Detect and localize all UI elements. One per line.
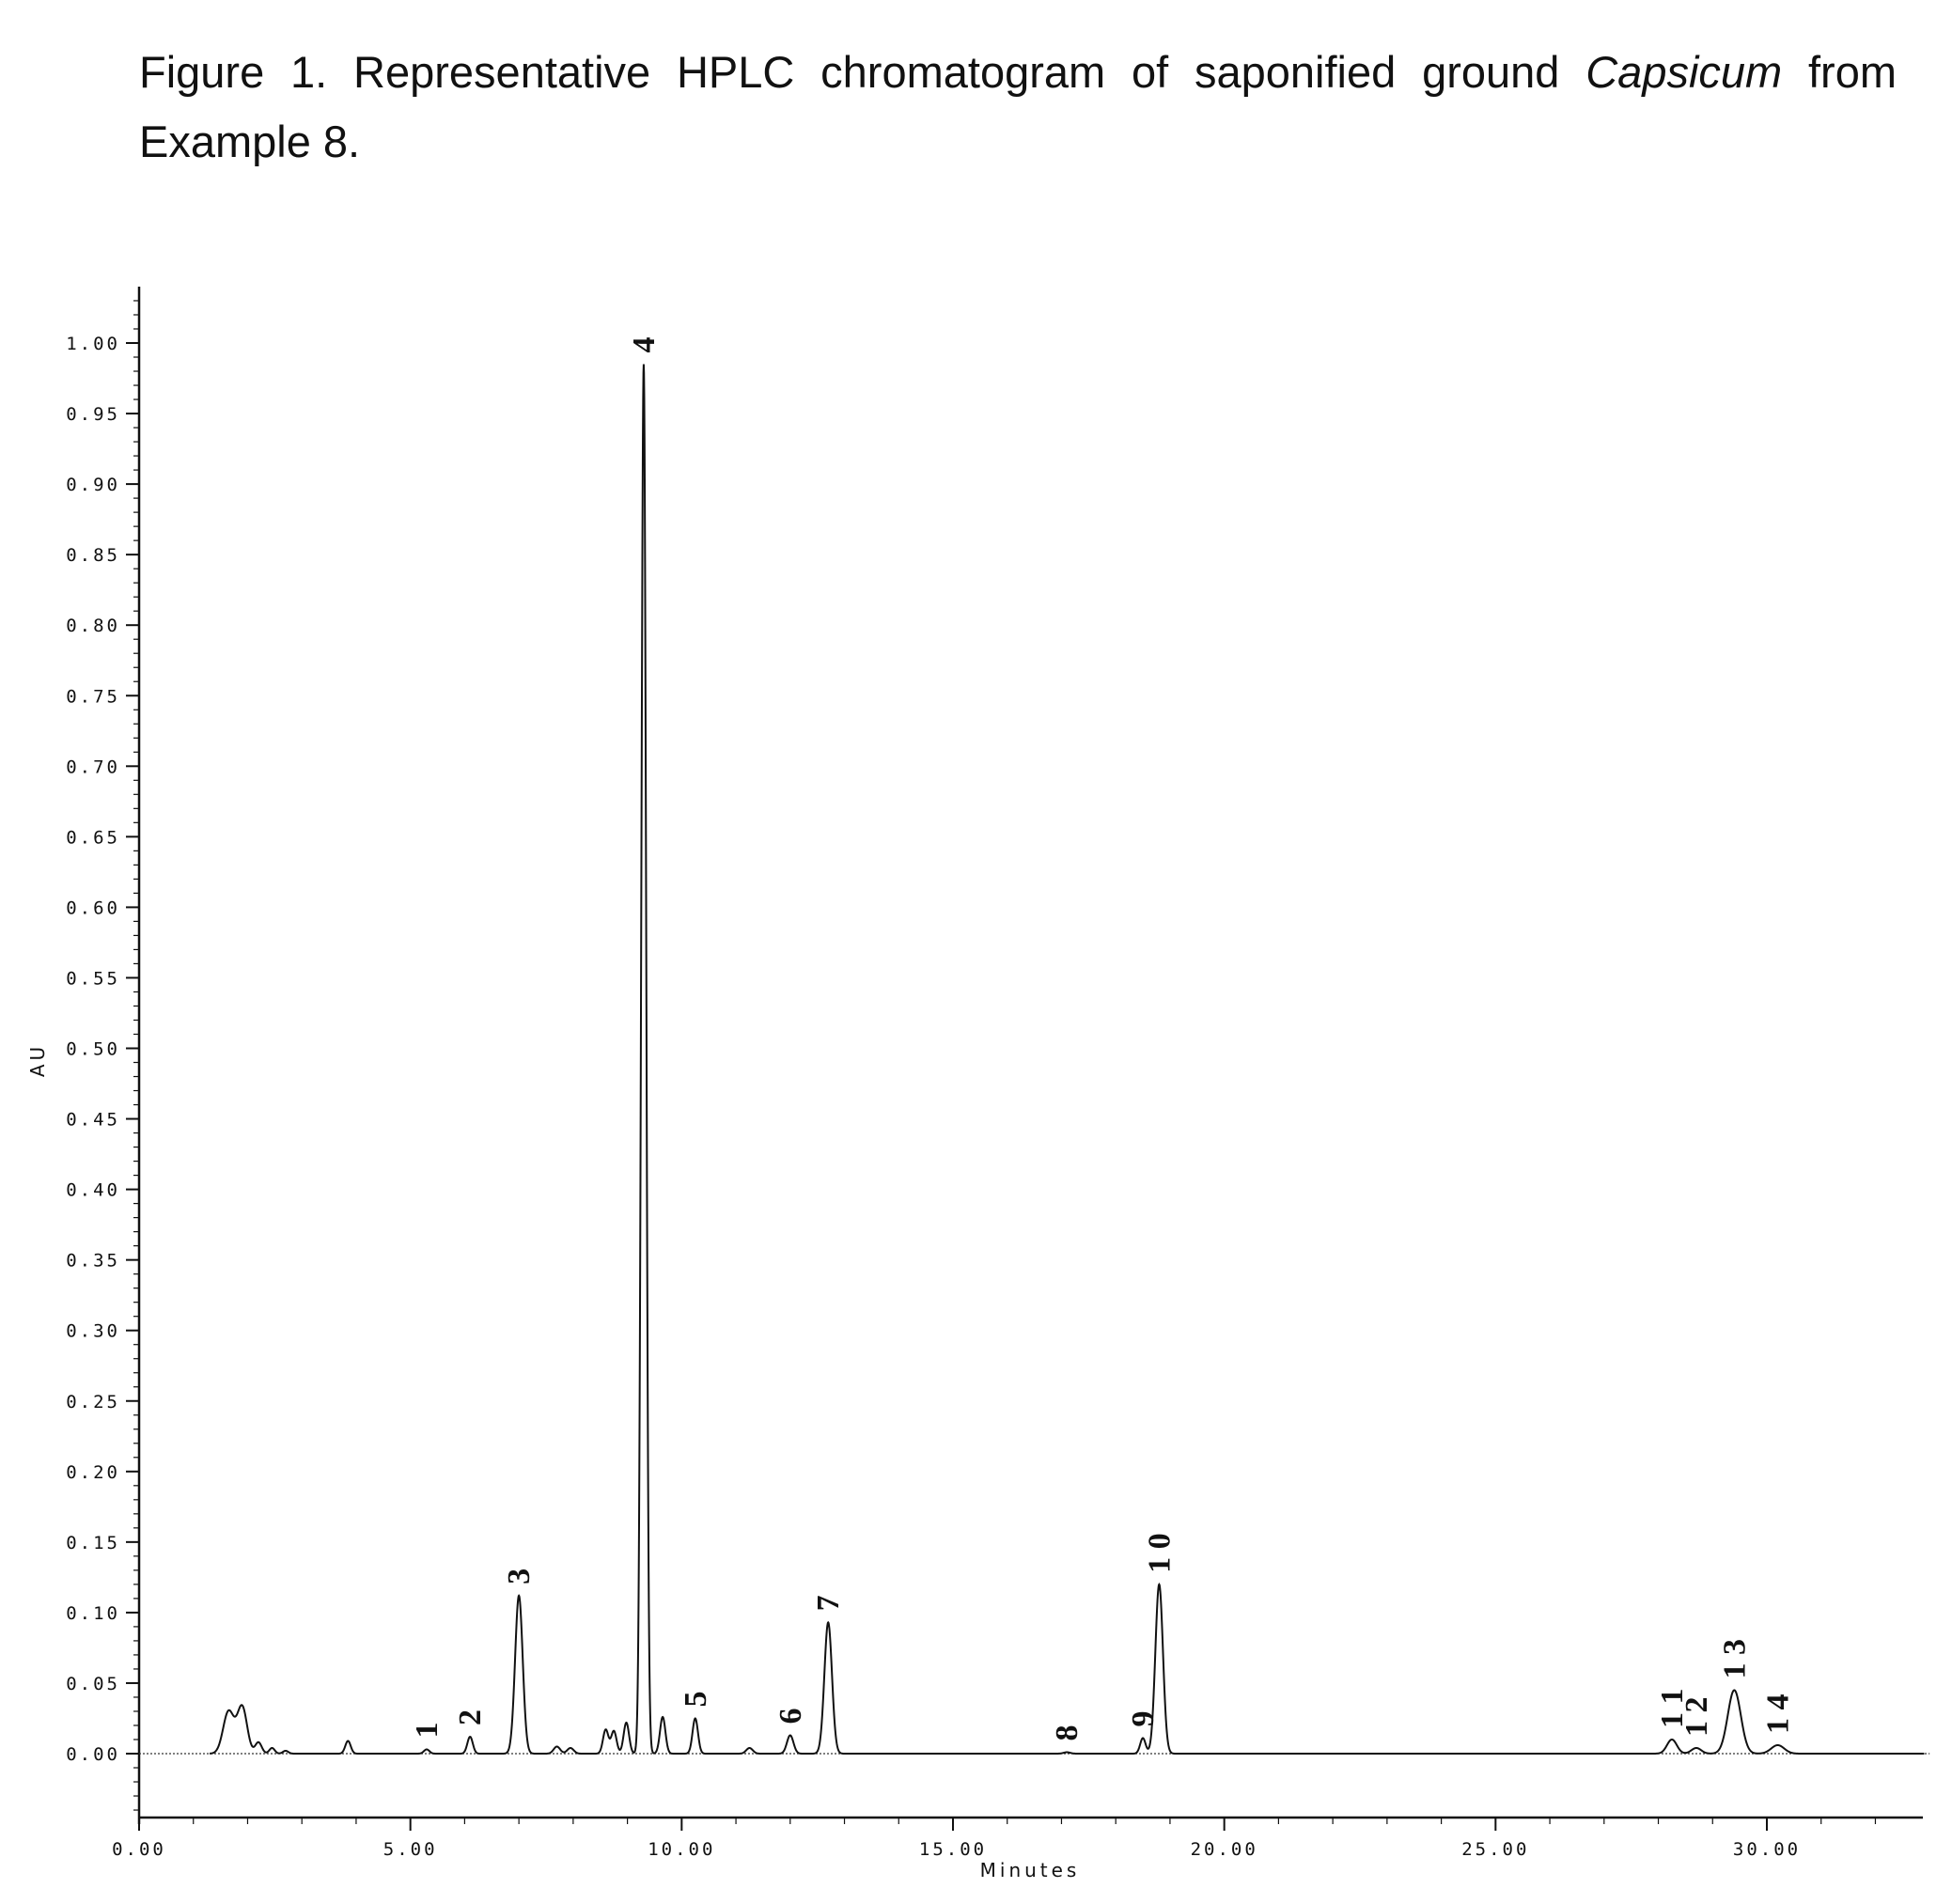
y-tick-label: 0.90 — [66, 475, 120, 495]
chromatogram-trace — [210, 365, 1924, 1754]
chart-ticks: 0.00 0.05 0.10 0.15 0.20 0.25 0.30 0.35 0.40 0.45… — [66, 301, 1875, 1860]
x-axis-title: Minutes — [980, 1859, 1081, 1881]
y-tick-label: 0.35 — [66, 1251, 120, 1272]
y-tick-label: 0.95 — [66, 404, 120, 425]
trace-layer — [139, 365, 1929, 1754]
y-tick-label: 0.30 — [66, 1321, 120, 1342]
peak-label: 1 4 — [1761, 1694, 1796, 1735]
peak-label: 6 — [773, 1709, 808, 1725]
x-tick-label: 5.00 — [383, 1839, 438, 1860]
y-tick-label: 0.20 — [66, 1462, 120, 1483]
peak-label: 5 — [679, 1692, 713, 1708]
peak-labels: 1234567891 01 11 21 31 4 — [410, 337, 1796, 1741]
y-tick-label: 0.00 — [66, 1744, 120, 1765]
x-tick-label: 20.00 — [1191, 1839, 1258, 1860]
y-tick-label: 0.45 — [66, 1110, 120, 1131]
peak-label: 1 3 — [1717, 1639, 1752, 1679]
y-tick-label: 0.85 — [66, 545, 120, 566]
y-tick-label: 0.80 — [66, 616, 120, 636]
y-tick-label: 0.50 — [66, 1039, 120, 1060]
chart-axes — [139, 287, 1923, 1824]
y-tick-label: 0.75 — [66, 686, 120, 707]
peak-label: 1 2 — [1679, 1697, 1714, 1738]
y-tick-label: 0.40 — [66, 1180, 120, 1201]
y-tick-label: 0.15 — [66, 1533, 120, 1553]
y-tick-label: 0.05 — [66, 1674, 120, 1694]
y-tick-label: 0.55 — [66, 968, 120, 989]
peak-label: 7 — [811, 1595, 846, 1611]
x-tick-label: 0.00 — [112, 1839, 166, 1860]
peak-label: 9 — [1126, 1711, 1161, 1727]
peak-label: 8 — [1050, 1725, 1085, 1741]
peak-label: 4 — [627, 337, 662, 353]
y-tick-label: 1.00 — [66, 334, 120, 354]
x-tick-label: 30.00 — [1733, 1839, 1801, 1860]
y-tick-label: 0.10 — [66, 1603, 120, 1624]
peak-label: 1 0 — [1142, 1533, 1177, 1573]
peak-label: 3 — [502, 1568, 537, 1584]
y-axis-title: AU — [26, 1043, 49, 1077]
peak-label: 2 — [453, 1709, 488, 1725]
x-tick-label: 10.00 — [648, 1839, 715, 1860]
y-tick-label: 0.65 — [66, 827, 120, 848]
peak-label: 1 — [410, 1723, 445, 1739]
y-tick-label: 0.60 — [66, 897, 120, 918]
x-tick-label: 25.00 — [1461, 1839, 1529, 1860]
y-tick-label: 0.70 — [66, 757, 120, 777]
x-tick-label: 15.00 — [919, 1839, 987, 1860]
y-tick-label: 0.25 — [66, 1392, 120, 1412]
